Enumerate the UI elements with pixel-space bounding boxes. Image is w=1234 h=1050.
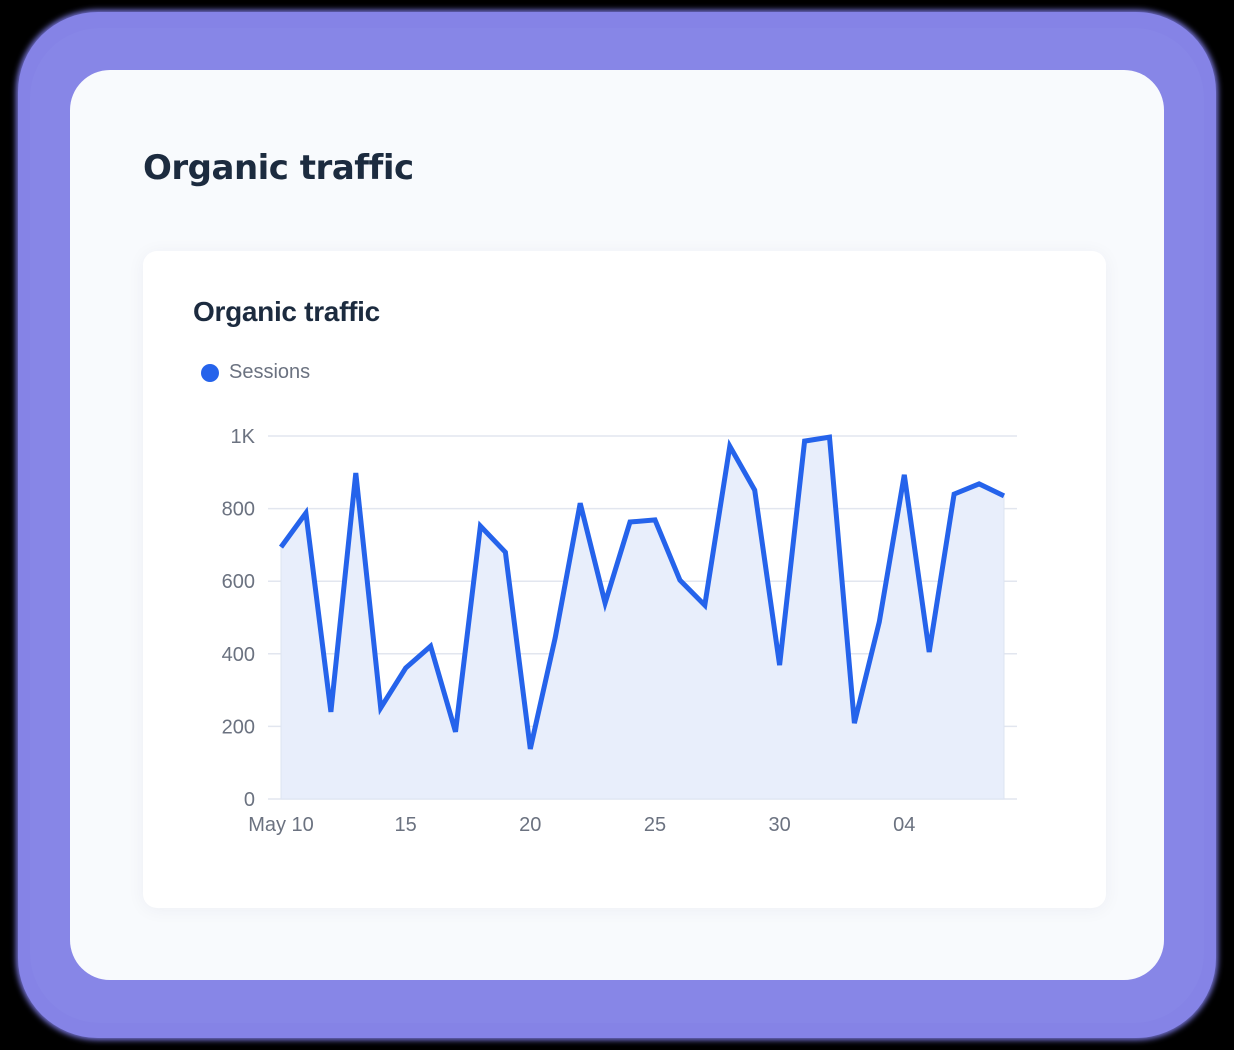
y-tick-label: 1K bbox=[231, 426, 256, 448]
y-tick-label: 0 bbox=[244, 789, 255, 811]
x-tick-label: 30 bbox=[768, 814, 790, 836]
chart-title: Organic traffic bbox=[193, 296, 380, 327]
legend-dot-icon bbox=[201, 363, 219, 382]
dashboard-panel: Organic traffic Organic traffic Sessions… bbox=[70, 70, 1164, 980]
x-tick-label: 15 bbox=[395, 814, 417, 836]
x-tick-label: 25 bbox=[644, 814, 666, 836]
legend-label: Sessions bbox=[229, 361, 311, 383]
chart-card: Organic traffic Sessions 0 200 400 600 800 1K… bbox=[143, 251, 1106, 908]
y-tick-label: 200 bbox=[222, 716, 255, 738]
y-axis: 0 200 400 600 800 1K bbox=[222, 426, 256, 811]
sessions-line[interactable] bbox=[278, 434, 1006, 750]
x-tick-label: 20 bbox=[519, 814, 541, 836]
x-axis: May 10 15 20 25 30 04 bbox=[248, 814, 915, 836]
sessions-area bbox=[280, 436, 1005, 800]
legend-item-sessions[interactable]: Sessions bbox=[201, 361, 310, 384]
y-tick-label: 400 bbox=[222, 644, 255, 666]
page-title: Organic traffic bbox=[143, 148, 414, 188]
x-tick-label: May 10 bbox=[248, 814, 314, 836]
area-chart[interactable]: 0 200 400 600 800 1K May 10 15 20 25 30 04 bbox=[143, 251, 1106, 908]
y-tick-label: 600 bbox=[222, 571, 255, 593]
y-tick-label: 800 bbox=[222, 499, 255, 521]
x-tick-label: 04 bbox=[893, 814, 915, 836]
